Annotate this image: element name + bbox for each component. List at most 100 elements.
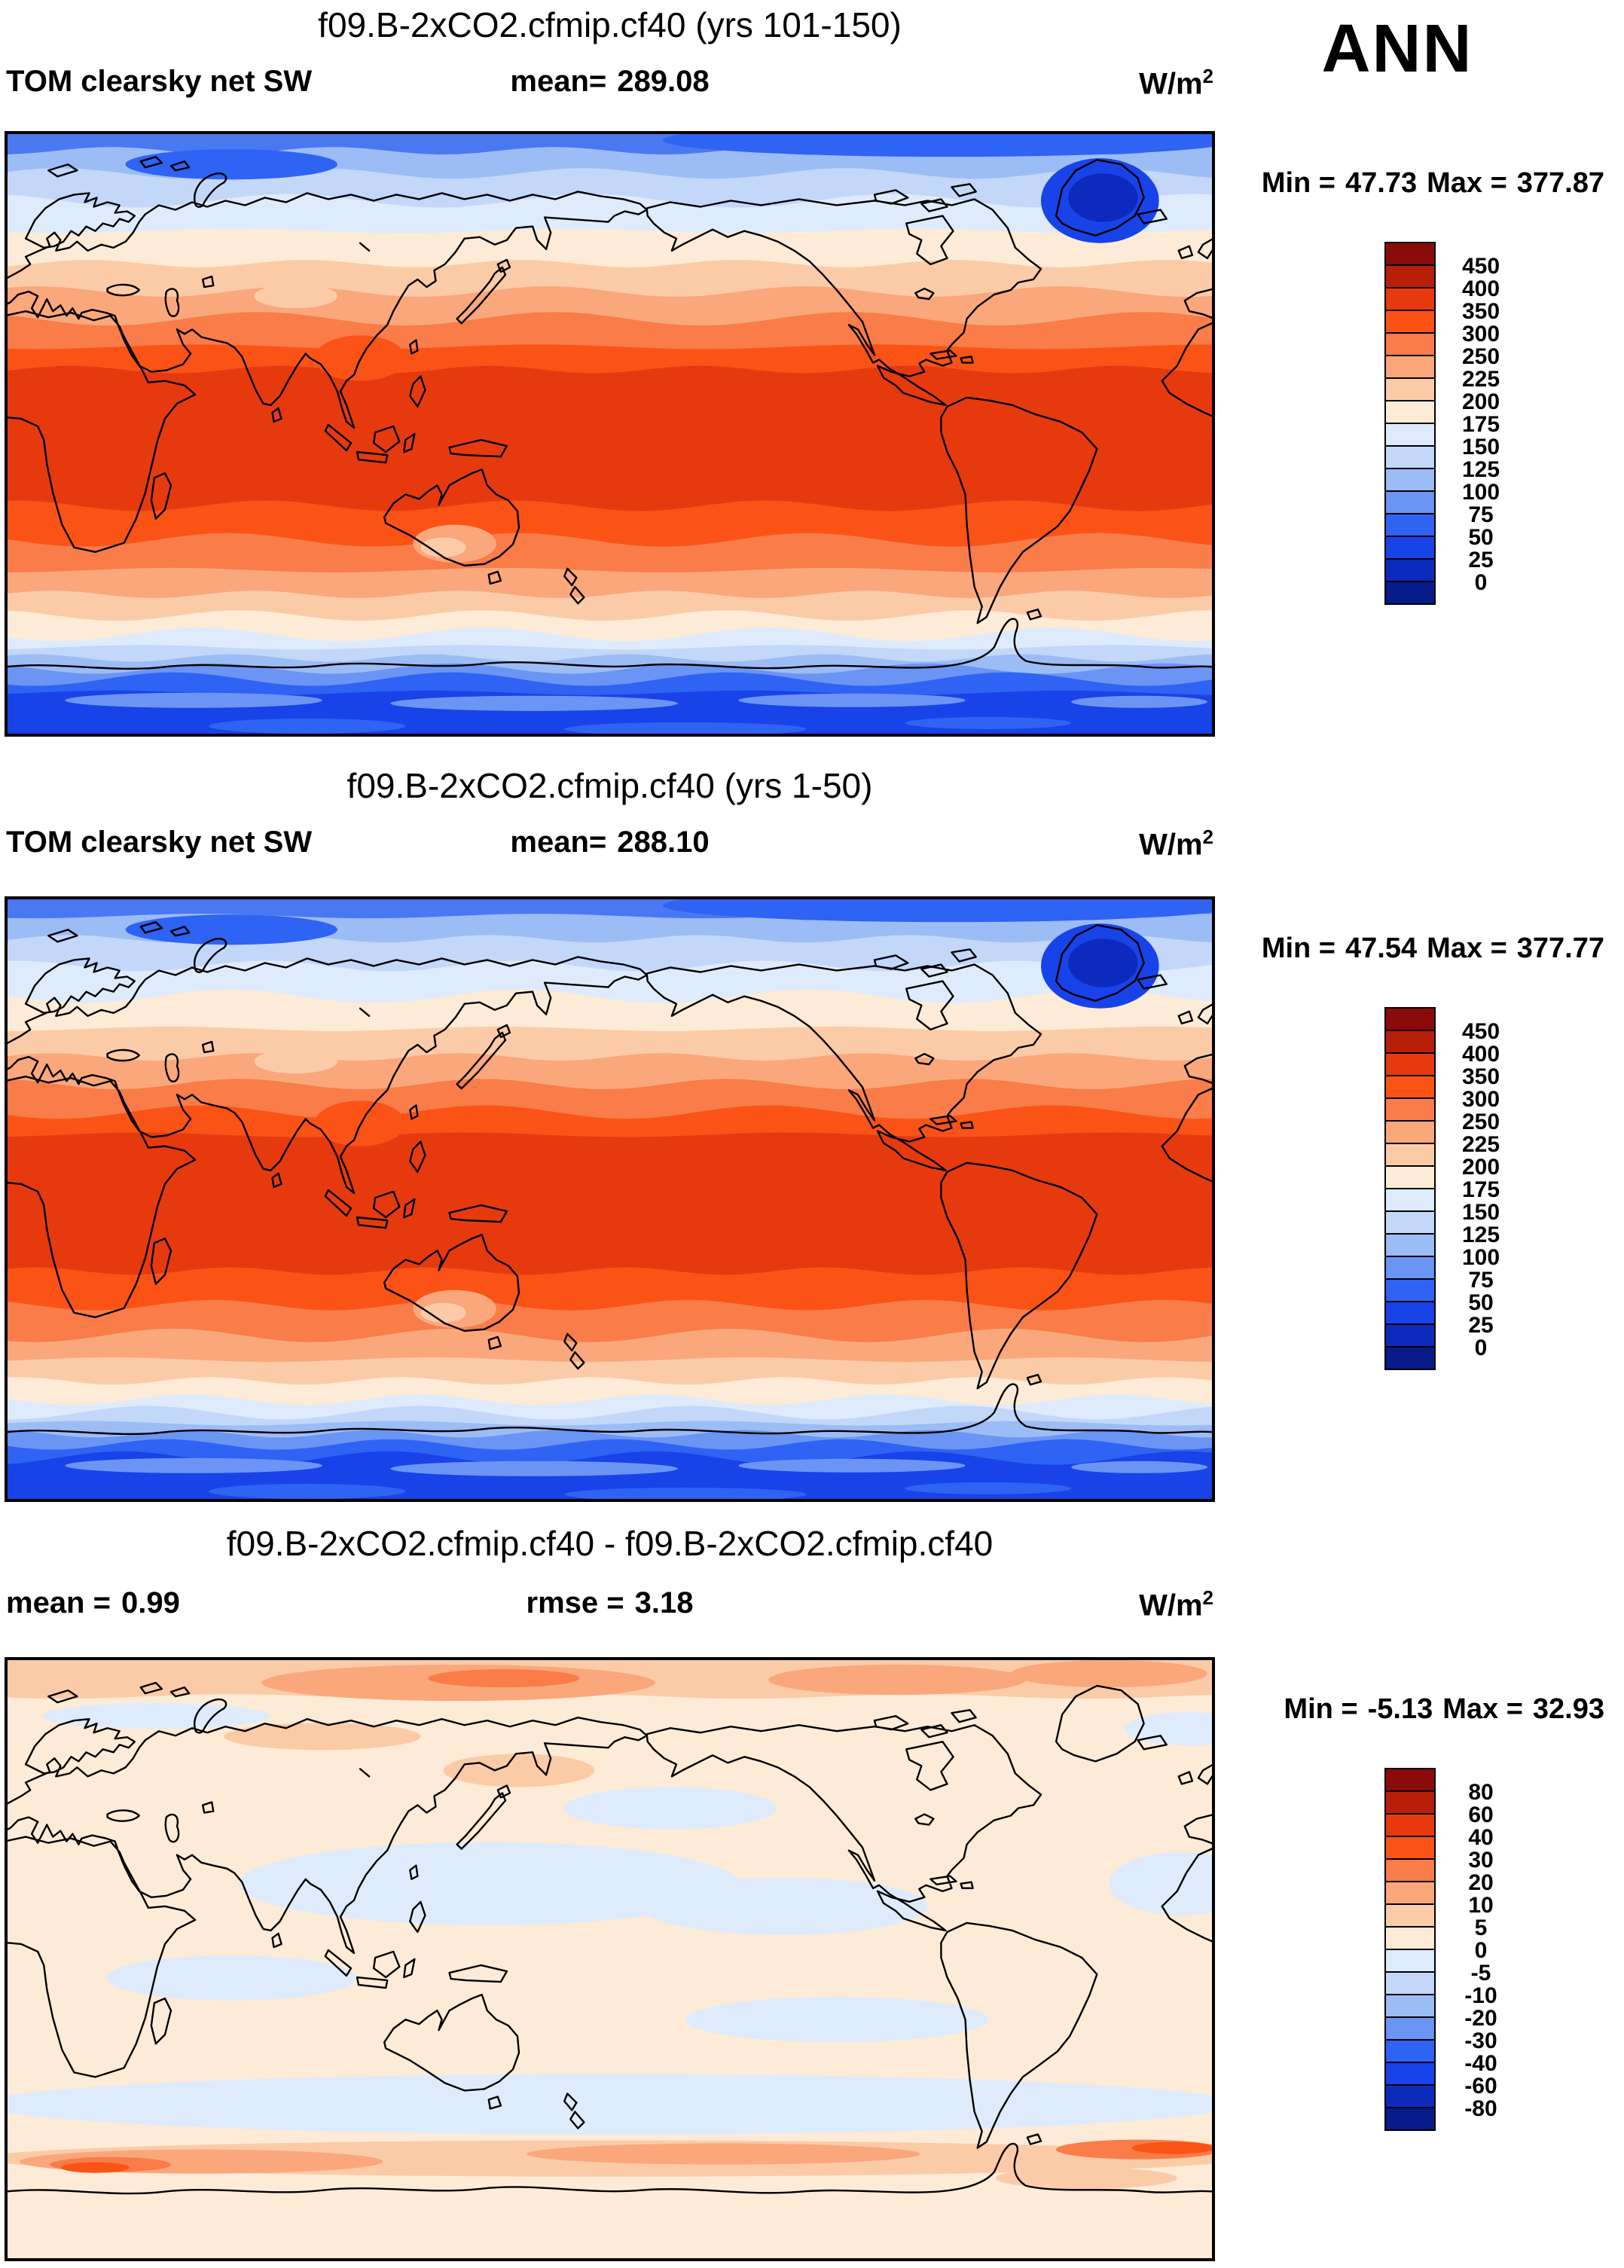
colorbar-tick-label: 60 xyxy=(1468,1802,1493,1827)
mean-label: mean= xyxy=(510,826,607,859)
contour-patch xyxy=(428,1669,580,1688)
colorbar-cell xyxy=(1384,1120,1436,1144)
colorbar-tick-label: 20 xyxy=(1468,1870,1493,1895)
colorbar-tick-label: -5 xyxy=(1471,1961,1491,1986)
contour-patch xyxy=(905,1482,1072,1494)
panel2-variable-label: TOM clearsky net SW xyxy=(6,826,313,859)
map-case xyxy=(5,131,1215,737)
colorbar-tick-label: 125 xyxy=(1462,457,1500,482)
contour-patch xyxy=(125,914,337,945)
colorbar-tick-label: 25 xyxy=(1468,548,1493,572)
colorbar-cell xyxy=(1384,1790,1436,1815)
colorbar-tick-label: 0 xyxy=(1475,1938,1488,1963)
colorbar-tick-label: 250 xyxy=(1462,344,1500,369)
contour-patch xyxy=(390,1461,678,1476)
colorbar-tick-label: 10 xyxy=(1468,1893,1493,1918)
contour-patch xyxy=(1131,2141,1215,2154)
contour-field xyxy=(5,896,1215,1502)
contour-patch xyxy=(5,2074,1215,2135)
rmse-label: rmse = xyxy=(526,1586,624,1619)
mean-value: 0.99 xyxy=(121,1586,180,1619)
colorbar-cell xyxy=(1384,1858,1436,1882)
panel2-minmax: Min = 47.54 Max = 377.77 xyxy=(1241,933,1604,965)
colorbar-cell xyxy=(1384,1210,1436,1235)
colorbar-tick-label: 30 xyxy=(1468,1848,1493,1873)
map-frame xyxy=(5,896,1215,1502)
panel1-subtitle-row: TOM clearsky net SW mean= 289.08 W/m2 xyxy=(5,65,1215,105)
colorbar-cell xyxy=(1384,1994,1436,2018)
contour-patch xyxy=(125,149,337,180)
min-label: Min = xyxy=(1284,1693,1358,1725)
contour-field xyxy=(5,131,1215,737)
colorbar-cell xyxy=(1384,287,1436,311)
contour-patch xyxy=(564,1787,777,1830)
colorbar-tick-label: -20 xyxy=(1464,2006,1497,2031)
panel3-units-label: W/m2 xyxy=(1139,1586,1213,1622)
colorbar-tick-label: 0 xyxy=(1475,1335,1488,1360)
panel3-mean-stat: mean = 0.99 xyxy=(6,1586,180,1620)
colorbar-tick-label: -60 xyxy=(1464,2074,1497,2099)
contour-patch xyxy=(443,1754,595,1787)
mean-value: 289.08 xyxy=(617,65,710,98)
coastlines-outline xyxy=(5,920,1215,1436)
colorbar-cell xyxy=(1384,242,1436,266)
colorbar-cell xyxy=(1384,581,1436,605)
units-exponent: 2 xyxy=(1202,826,1213,848)
contour-patch xyxy=(42,1703,270,1729)
colorbar-cell xyxy=(1384,468,1436,492)
map-control xyxy=(5,896,1215,1502)
contour-patch xyxy=(239,1842,739,1925)
colorbar-cell xyxy=(1384,377,1436,401)
contour-patch xyxy=(905,716,1072,729)
colorbar-cell xyxy=(1384,1926,1436,1950)
colorbar-cell xyxy=(1384,1278,1436,1302)
contour-patch xyxy=(254,284,337,309)
panel1-mean-stat: mean= 289.08 xyxy=(5,65,1215,99)
max-value: 377.77 xyxy=(1516,933,1604,964)
colorbar-tick-label: -40 xyxy=(1464,2051,1497,2076)
colorbar-cell xyxy=(1384,2016,1436,2041)
contour-patch xyxy=(995,2167,1177,2189)
colorbar-tick-label: -30 xyxy=(1464,2028,1497,2053)
contour-patch xyxy=(1068,173,1138,222)
contour-patch xyxy=(685,1997,988,2043)
contour-patch xyxy=(106,1955,357,2001)
colorbar-cell xyxy=(1384,1233,1436,1257)
colorbar-tick-label: 350 xyxy=(1462,299,1500,324)
colorbar-cell xyxy=(1384,332,1436,356)
contour-patch xyxy=(662,896,1215,923)
contour-patch xyxy=(65,1458,322,1473)
colorbar-cell xyxy=(1384,310,1436,334)
panel3-rmse-stat: rmse = 3.18 xyxy=(5,1586,1215,1620)
contour-patch xyxy=(390,695,678,711)
colorbar-cell xyxy=(1384,1143,1436,1167)
panel1-title: f09.B-2xCO2.cfmip.cf40 (yrs 101-150) xyxy=(318,5,902,44)
mean-value: 288.10 xyxy=(617,826,710,859)
colorbar-tick-label: 175 xyxy=(1462,412,1500,437)
coastlines-outline xyxy=(5,155,1215,670)
panel2-subtitle-row: TOM clearsky net SW mean= 288.10 W/m2 xyxy=(5,826,1215,866)
colorbar-tick-label: 250 xyxy=(1462,1110,1500,1134)
map-frame xyxy=(5,131,1215,737)
colorbar-tick-label: 200 xyxy=(1462,389,1500,414)
mean-label: mean = xyxy=(6,1586,111,1619)
panel2-units-label: W/m2 xyxy=(1139,826,1213,862)
panel3-subtitle-row: mean = 0.99 rmse = 3.18 W/m2 xyxy=(5,1586,1215,1627)
contour-patch xyxy=(420,1302,466,1323)
colorbar-tick-label: 40 xyxy=(1468,1825,1493,1850)
max-label: Max = xyxy=(1442,1693,1523,1725)
colorbar-tick-label: 50 xyxy=(1468,1290,1493,1315)
colorbar-cell xyxy=(1384,1323,1436,1348)
contour-field xyxy=(5,1657,1215,2261)
colorbar-cell xyxy=(1384,513,1436,537)
colorbar-cell xyxy=(1384,1097,1436,1122)
units-base: W/m xyxy=(1139,828,1203,862)
contour-patch xyxy=(640,1877,928,1935)
colorbar-tick-label: 75 xyxy=(1468,1268,1493,1293)
contour-patch xyxy=(61,2162,130,2173)
colorbar-cell xyxy=(1384,558,1436,582)
colorbar-cell xyxy=(1384,1881,1436,1905)
colorbar-tick-label: 300 xyxy=(1462,1087,1500,1112)
contour-patch xyxy=(224,1723,421,1751)
